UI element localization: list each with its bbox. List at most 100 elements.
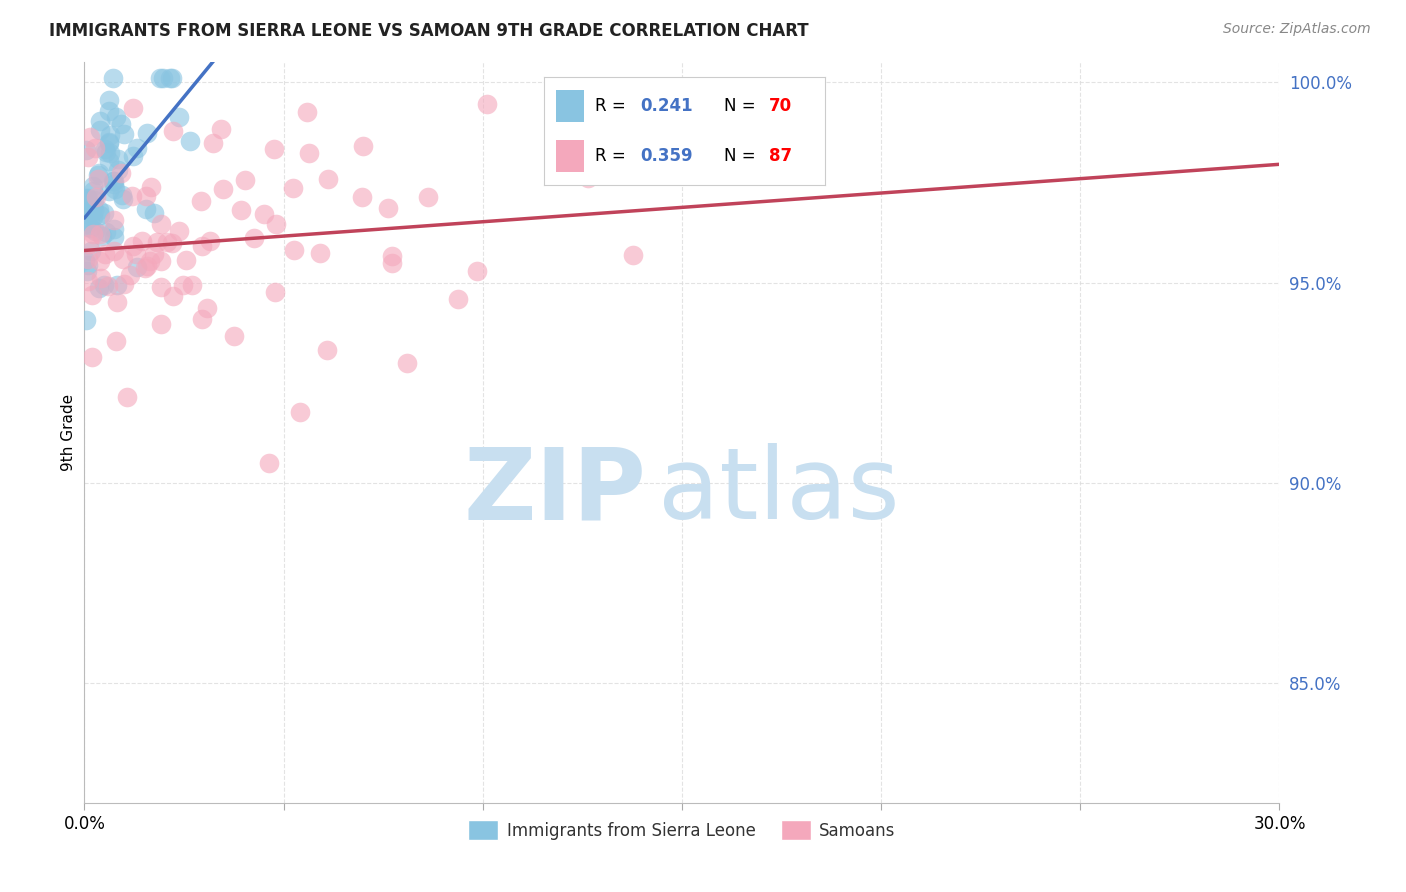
Point: [309, 246, 332, 260]
Point: [80, 350, 103, 364]
Point: [101, 71, 124, 86]
Point: [264, 285, 287, 299]
Point: [77, 191, 100, 205]
Point: [77, 236, 100, 251]
Point: [77, 258, 100, 272]
Point: [89, 254, 111, 268]
Point: [103, 222, 125, 236]
Point: [152, 71, 174, 86]
Point: [198, 234, 221, 248]
Point: [283, 243, 305, 257]
Point: [107, 162, 129, 177]
Point: [150, 254, 173, 268]
Point: [97, 93, 120, 107]
Point: [135, 202, 157, 216]
Point: [75, 220, 97, 235]
Point: [105, 334, 128, 349]
Point: [377, 201, 399, 215]
Point: [83, 140, 105, 154]
Point: [281, 181, 304, 195]
Point: [75, 206, 97, 220]
Point: [86, 168, 108, 182]
Point: [159, 71, 181, 86]
Point: [112, 277, 135, 291]
Point: [103, 230, 125, 244]
Point: [253, 207, 276, 221]
Point: [160, 71, 183, 86]
Point: [174, 253, 197, 268]
Text: IMMIGRANTS FROM SIERRA LEONE VS SAMOAN 9TH GRADE CORRELATION CHART: IMMIGRANTS FROM SIERRA LEONE VS SAMOAN 9…: [49, 22, 808, 40]
Point: [149, 217, 172, 231]
Point: [224, 328, 246, 343]
Point: [621, 248, 644, 262]
Point: [79, 220, 101, 235]
Point: [209, 122, 232, 136]
Point: [475, 97, 498, 112]
Point: [135, 259, 157, 273]
Point: [395, 356, 418, 370]
Point: [416, 190, 439, 204]
Point: [125, 260, 148, 274]
Point: [98, 145, 121, 160]
Point: [101, 174, 124, 188]
Point: [110, 166, 132, 180]
Point: [77, 252, 100, 266]
Point: [103, 213, 125, 227]
Point: [94, 247, 117, 261]
Point: [139, 179, 162, 194]
Point: [98, 135, 121, 149]
Point: [89, 227, 111, 241]
Point: [148, 71, 170, 86]
Point: [82, 200, 104, 214]
Point: [89, 114, 111, 128]
Point: [229, 203, 252, 218]
Point: [121, 101, 143, 115]
Point: [105, 295, 128, 310]
Point: [172, 277, 194, 292]
Point: [156, 235, 179, 249]
Point: [167, 111, 190, 125]
Point: [76, 263, 98, 277]
Text: ZIP: ZIP: [463, 443, 647, 541]
Point: [352, 139, 374, 153]
Point: [290, 405, 312, 419]
Point: [780, 132, 803, 146]
Point: [89, 208, 111, 222]
Point: [134, 260, 156, 275]
Point: [190, 194, 212, 209]
Point: [131, 234, 153, 248]
Point: [107, 152, 129, 166]
Point: [97, 153, 120, 168]
Text: atlas: atlas: [658, 443, 900, 541]
Point: [381, 249, 404, 263]
Point: [77, 274, 100, 288]
Point: [112, 192, 135, 206]
Point: [257, 457, 280, 471]
Point: [75, 252, 97, 267]
Y-axis label: 9th Grade: 9th Grade: [60, 394, 76, 471]
Point: [112, 127, 135, 141]
Point: [82, 227, 104, 241]
Point: [79, 215, 101, 229]
Point: [91, 228, 114, 243]
Point: [162, 124, 184, 138]
Point: [100, 128, 122, 143]
Point: [233, 173, 256, 187]
Point: [191, 239, 214, 253]
Point: [103, 177, 125, 191]
Point: [87, 171, 110, 186]
Point: [75, 217, 97, 231]
Point: [122, 238, 145, 252]
Point: [179, 134, 201, 148]
Point: [242, 231, 264, 245]
Point: [352, 190, 374, 204]
Point: [149, 280, 172, 294]
Point: [264, 217, 287, 231]
Point: [111, 252, 134, 267]
Point: [212, 182, 235, 196]
Point: [111, 188, 134, 202]
Point: [465, 264, 488, 278]
Legend: Immigrants from Sierra Leone, Samoans: Immigrants from Sierra Leone, Samoans: [461, 814, 903, 847]
Point: [84, 190, 107, 204]
Point: [162, 236, 184, 251]
